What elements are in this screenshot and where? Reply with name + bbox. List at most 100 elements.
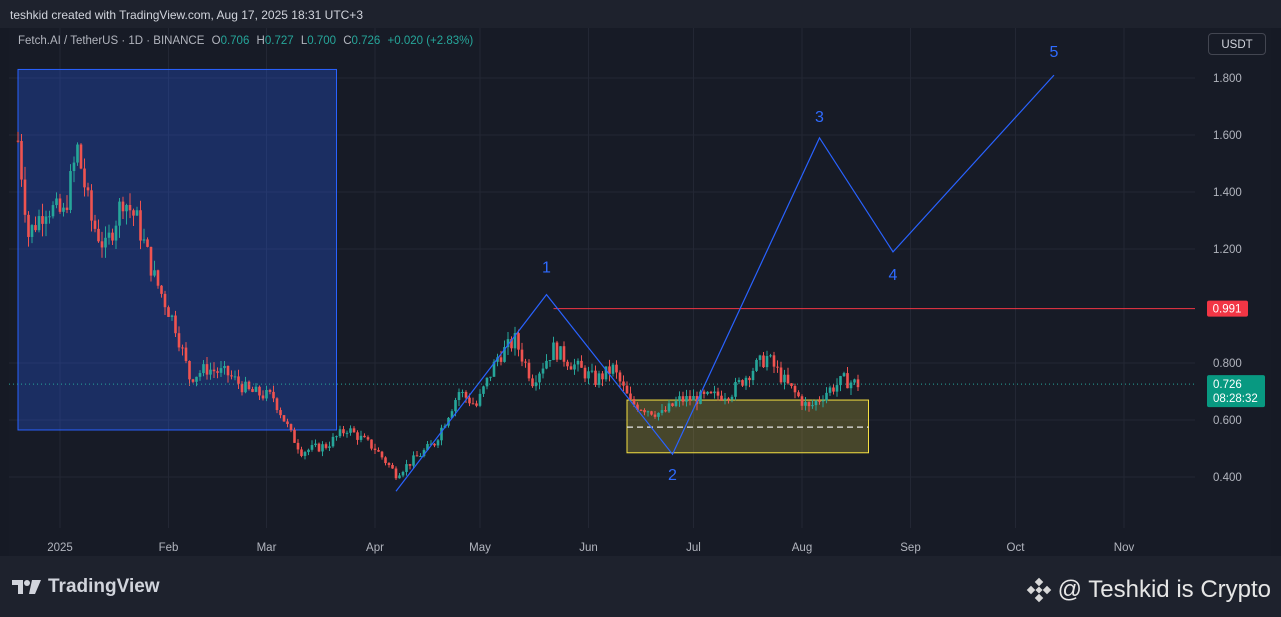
candle-body bbox=[713, 391, 716, 394]
candle-body bbox=[786, 374, 790, 384]
candle-body bbox=[657, 412, 660, 417]
candle-body bbox=[359, 435, 363, 440]
candle-body bbox=[293, 429, 296, 443]
candle-body bbox=[814, 400, 818, 406]
candle-body bbox=[734, 381, 737, 397]
candle-body bbox=[394, 468, 398, 479]
candle-body bbox=[398, 475, 401, 479]
candle-body bbox=[195, 376, 198, 382]
candle-body bbox=[440, 427, 443, 441]
candle-body bbox=[433, 443, 436, 446]
candle-body bbox=[174, 315, 177, 334]
currency-button[interactable]: USDT bbox=[1208, 33, 1266, 55]
close-label: C bbox=[343, 35, 352, 47]
highlight-box bbox=[17, 68, 337, 431]
tradingview-logo[interactable]: TradingView bbox=[12, 576, 160, 598]
candle-body bbox=[107, 232, 111, 238]
candle-body bbox=[226, 365, 230, 376]
candle-body bbox=[324, 444, 328, 448]
candle-body bbox=[685, 396, 688, 402]
chart-area[interactable]: 1 2 3 4 5 0.400 0.600 0.800 1.200 1.400 1.600 1.800… bbox=[9, 28, 1271, 556]
candle-body bbox=[86, 187, 90, 191]
candle-body bbox=[825, 392, 828, 401]
candle-body bbox=[30, 225, 34, 237]
candle-body bbox=[237, 376, 240, 384]
candle-body bbox=[345, 432, 349, 434]
y-tick-label: 1.200 bbox=[1213, 244, 1242, 256]
candle-body bbox=[594, 370, 597, 385]
x-tick-label: Apr bbox=[366, 542, 384, 554]
candle-body bbox=[93, 220, 97, 229]
candle-body bbox=[125, 204, 128, 212]
candle-body bbox=[688, 396, 692, 401]
candle-body bbox=[233, 376, 237, 378]
candle-body bbox=[100, 241, 104, 248]
candle-body bbox=[450, 411, 454, 418]
candle-body bbox=[380, 451, 384, 458]
candle-body bbox=[181, 347, 184, 349]
candle-body bbox=[310, 445, 314, 450]
x-tick-label: Feb bbox=[159, 542, 179, 554]
candle-body bbox=[471, 403, 475, 405]
wave-label-4: 4 bbox=[889, 267, 898, 284]
candle-body bbox=[828, 387, 832, 393]
tradingview-logo-text: TradingView bbox=[48, 576, 160, 597]
candle-body bbox=[716, 391, 720, 396]
candle-body bbox=[751, 370, 755, 381]
candle-body bbox=[856, 379, 860, 388]
low-value: 0.700 bbox=[307, 35, 337, 47]
candle-body bbox=[650, 411, 653, 415]
candle-body bbox=[832, 387, 835, 392]
candle-body bbox=[279, 410, 282, 416]
symbol-legend: Fetch.AI / TetherUS · 1D · BINANCE O0.70… bbox=[18, 35, 473, 47]
y-tick-label: 0.400 bbox=[1213, 472, 1242, 484]
candle-body bbox=[744, 377, 748, 386]
candle-body bbox=[681, 396, 685, 402]
candle-body bbox=[240, 383, 244, 393]
candle-body bbox=[79, 144, 83, 169]
candle-body bbox=[363, 435, 366, 438]
x-tick-label: May bbox=[469, 542, 491, 554]
candle-body bbox=[121, 201, 125, 212]
candle-body bbox=[72, 162, 76, 172]
x-tick-label: Jun bbox=[579, 542, 598, 554]
candle-body bbox=[419, 456, 422, 458]
candle-body bbox=[76, 144, 79, 163]
candle-body bbox=[286, 421, 289, 425]
price-chart[interactable]: 1 2 3 4 5 0.400 0.600 0.800 1.200 1.400 1.600 1.800… bbox=[9, 28, 1271, 556]
candle-body bbox=[587, 371, 590, 379]
candle-body bbox=[601, 373, 604, 380]
candle-body bbox=[37, 216, 41, 231]
candle-body bbox=[552, 342, 555, 361]
candle-body bbox=[807, 402, 811, 407]
candle-body bbox=[468, 397, 471, 404]
candle-body bbox=[671, 403, 674, 406]
candle-body bbox=[426, 444, 429, 451]
candle-body bbox=[562, 346, 566, 362]
candle-body bbox=[289, 424, 293, 430]
candle-body bbox=[573, 364, 576, 370]
candle-body bbox=[489, 376, 492, 378]
wave-label-3: 3 bbox=[815, 109, 824, 126]
candle-body bbox=[457, 392, 461, 401]
candle-body bbox=[58, 198, 62, 212]
candle-body bbox=[55, 198, 58, 206]
candle-body bbox=[261, 395, 265, 399]
candle-body bbox=[569, 366, 573, 370]
diamond-logo-icon bbox=[1026, 577, 1051, 603]
candle-body bbox=[699, 391, 702, 404]
candle-body bbox=[534, 382, 538, 387]
open-label: O bbox=[211, 35, 221, 47]
candle-body bbox=[762, 355, 765, 368]
candle-body bbox=[818, 400, 821, 402]
x-tick-label: 2025 bbox=[47, 542, 73, 554]
candle-body bbox=[779, 367, 783, 383]
candle-body bbox=[275, 398, 279, 411]
candle-body bbox=[408, 464, 412, 466]
high-label: H bbox=[256, 35, 265, 47]
candle-body bbox=[163, 293, 167, 308]
candle-body bbox=[706, 391, 709, 394]
candle-body bbox=[797, 392, 800, 397]
candle-body bbox=[436, 440, 440, 446]
candle-body bbox=[636, 404, 639, 410]
